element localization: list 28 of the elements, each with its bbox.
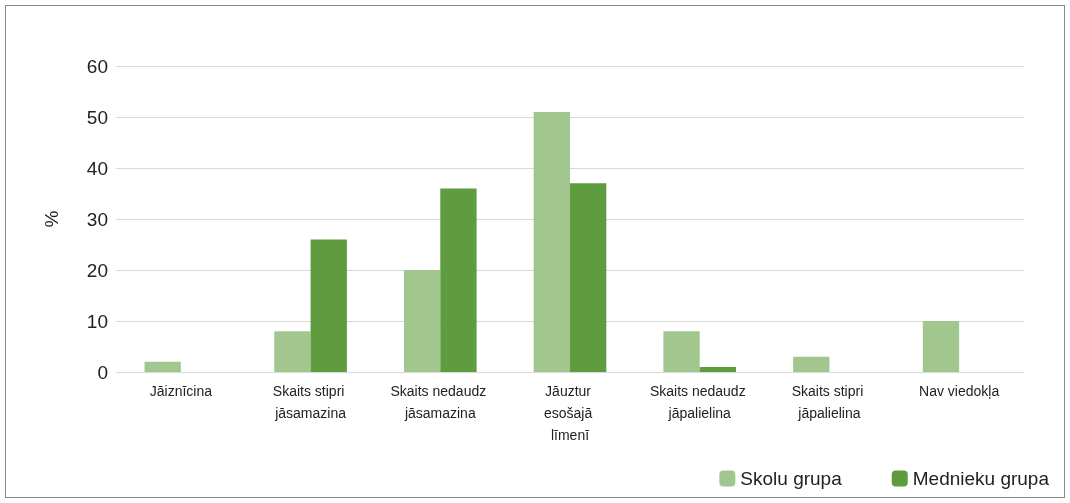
bar — [403, 270, 441, 372]
bar — [274, 331, 311, 372]
x-tick-label: Skaits nedaudz jāsamazina — [390, 383, 491, 421]
bar — [663, 331, 700, 372]
bar — [570, 183, 607, 372]
bar — [533, 111, 570, 372]
x-tick-label: Jāuztur esošajā līmenī — [543, 383, 597, 443]
bar — [440, 188, 477, 372]
x-tick-label: Jāiznīcina — [149, 383, 213, 399]
x-tick-label: Nav viedokļa — [919, 383, 1000, 399]
y-tick-label: 0 — [97, 361, 108, 383]
y-axis-title: % — [41, 210, 62, 228]
y-tick-label: 40 — [86, 157, 108, 179]
bar — [144, 361, 181, 372]
x-tick-label: Skaits nedaudz jāpalielina — [649, 383, 750, 421]
legend-label: Skolu grupa — [740, 468, 843, 489]
bar — [699, 366, 737, 372]
legend-label: Mednieku grupa — [912, 468, 1050, 489]
y-tick-label: 60 — [86, 55, 108, 77]
x-tick-label: Skaits stipri jāsamazina — [272, 383, 349, 421]
x-tick-label: Skaits stipri jāpalielina — [791, 383, 868, 421]
y-tick-label: 10 — [86, 310, 108, 332]
bar — [922, 321, 960, 372]
y-tick-label: 50 — [86, 106, 108, 128]
y-tick-label: 20 — [86, 259, 108, 281]
bar — [310, 239, 347, 372]
bar — [793, 356, 830, 372]
y-tick-label: 30 — [86, 208, 108, 230]
